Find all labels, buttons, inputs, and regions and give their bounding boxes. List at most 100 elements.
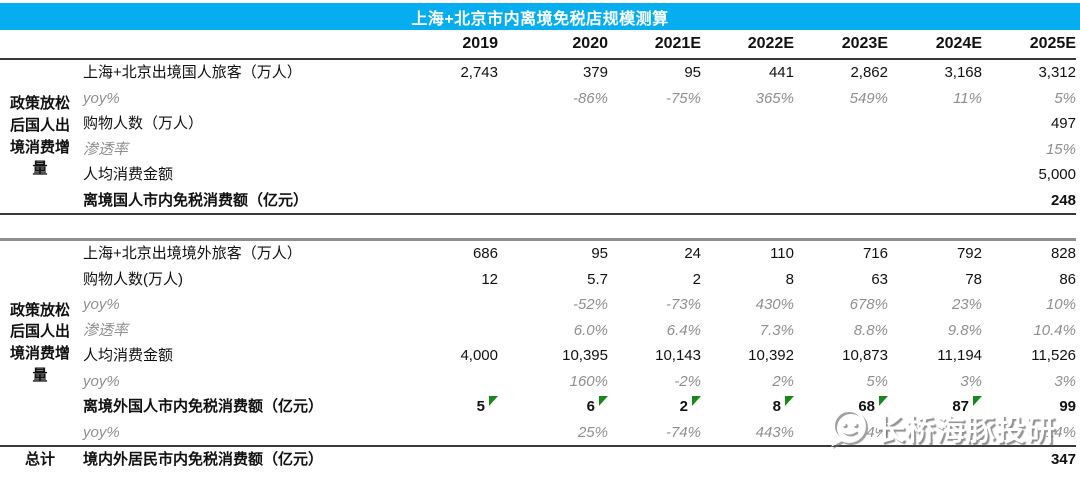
cell-value: 678% (849, 296, 888, 313)
row-label: 渗透率 (83, 140, 129, 158)
value-cell-2021E: 24 (608, 241, 701, 267)
value-cell-2025E: 497 (982, 111, 1076, 137)
value-cell-2022E (701, 188, 794, 214)
value-cell-2019: 686 (410, 241, 498, 267)
column-header-2020: 2020 (572, 35, 608, 52)
green-flag-icon (785, 396, 794, 406)
row-label: 上海+北京出境国人旅客（万人） (83, 64, 302, 81)
section-1: 政策放松后国人出境消费增量 上海+北京出境境外旅客（万人） 686 95 24 110 71… (0, 238, 1076, 445)
value-cell-2020: -86% (498, 86, 608, 112)
cell-value: 95 (591, 245, 608, 262)
header-empty-label (80, 30, 410, 58)
watermark: 长桥海豚投研 (824, 403, 1056, 453)
cell-value: 443% (755, 423, 794, 441)
value-cell-2021E: -2% (608, 369, 701, 395)
group-label: 总计 (24, 450, 55, 468)
value-cell-2023E: 10,873 (794, 343, 888, 369)
value-cell-2019 (410, 188, 498, 214)
cell-value: 2 (692, 270, 701, 288)
value-cell-2024E: 11,194 (888, 343, 982, 369)
table-body: 政策放松后国人出境消费增量 上海+北京出境国人旅客（万人） 2,743 379 95 44… (0, 60, 1080, 473)
green-flag-icon (599, 396, 608, 406)
value-cell-2020: 6.0% (498, 318, 608, 344)
row-label: yoy% (83, 89, 120, 107)
cell-value: 95 (684, 64, 701, 81)
value-cell-2020: 160% (498, 369, 608, 395)
cell-value: 160% (569, 372, 608, 390)
cell-value: 2,862 (850, 64, 888, 81)
value-cell-2021E (608, 137, 701, 163)
cell-value: 99 (1059, 398, 1076, 415)
value-cell-2020: -52% (498, 292, 608, 318)
value-cell-2025E: 248 (982, 188, 1076, 214)
cell-value: 3% (1054, 372, 1076, 390)
cell-value: 24 (684, 245, 701, 262)
value-cell-2025E: 3% (982, 369, 1076, 395)
table-title-bar: 上海+北京市内离境免税店规模测算 (0, 3, 1080, 30)
cell-value: 5% (1054, 89, 1076, 107)
value-cell-2019 (410, 420, 498, 446)
value-cell-2022E: 365% (701, 86, 794, 112)
green-flag-icon (879, 396, 888, 406)
cell-value: 2% (772, 372, 794, 390)
value-cell-2022E: 8 (701, 394, 794, 420)
value-cell-2020: 5.7 (498, 267, 608, 293)
value-cell-2020: 10,395 (498, 343, 608, 369)
cell-value: 2,743 (460, 64, 498, 81)
cell-value: 63 (871, 270, 888, 288)
value-cell-2023E: 68 (794, 394, 888, 420)
value-cell-2023E: 63 (794, 267, 888, 293)
value-cell-2023E: 716 (794, 241, 888, 267)
cell-value: -52% (572, 296, 608, 313)
value-cell-2019 (410, 447, 498, 473)
value-cell-2025E: 347 (982, 447, 1076, 473)
cell-value: 8 (772, 398, 781, 415)
cell-value: 10,873 (842, 347, 888, 364)
cell-value: 4% (866, 423, 888, 441)
cell-value: 6.0% (573, 321, 608, 339)
value-cell-2022E: 110 (701, 241, 794, 267)
section-gap (0, 215, 1080, 238)
cell-value: -75% (665, 89, 701, 107)
value-cell-2025E: 5,000 (982, 162, 1076, 188)
green-flag-icon (973, 396, 982, 406)
watermark-text: 长桥海豚投研 (876, 415, 1057, 447)
cell-value: 78 (965, 270, 982, 288)
value-cell-2024E: 3% (888, 369, 982, 395)
column-header-2025E: 2025E (1029, 35, 1076, 52)
value-cell-2022E (701, 447, 794, 473)
value-cell-2019 (410, 369, 498, 395)
value-cell-2019: 4,000 (410, 343, 498, 369)
value-cell-2020 (498, 162, 608, 188)
value-cell-2023E: 8.8% (794, 318, 888, 344)
section-2: 总计 境内外居民市内免税消费额（亿元） 347 (0, 445, 1076, 473)
cell-value: -86% (572, 89, 608, 107)
cell-value: 15% (1045, 140, 1076, 158)
row-label: 购物人数(万人) (83, 270, 183, 288)
header-empty-group (0, 30, 80, 58)
value-cell-2019 (410, 318, 498, 344)
column-header-2024E: 2024E (935, 35, 982, 52)
row-label: 离境国人市内免税消费额（亿元） (83, 191, 309, 209)
cell-value: 441 (768, 64, 794, 81)
cell-value: 25% (577, 423, 608, 441)
value-cell-2020 (498, 111, 608, 137)
cell-value: 379 (582, 64, 608, 81)
value-cell-2020: 95 (498, 241, 608, 267)
cell-value: 10,395 (562, 347, 608, 364)
value-cell-2022E (701, 111, 794, 137)
value-cell-2024E (888, 188, 982, 214)
value-cell-2021E: -75% (608, 86, 701, 112)
value-cell-2023E (794, 111, 888, 137)
value-cell-2025E: 10% (982, 292, 1076, 318)
cell-value: 248 (1050, 191, 1076, 209)
cell-value: 716 (862, 245, 888, 262)
green-flag-icon (489, 396, 498, 406)
value-cell-2019: 5 (410, 394, 498, 420)
cell-value: 9.8% (947, 321, 982, 339)
value-cell-2020 (498, 137, 608, 163)
cell-value: 497 (1050, 115, 1076, 132)
cell-value: 3,168 (944, 64, 982, 81)
value-cell-2025E: 11,526 (982, 343, 1076, 369)
row-label: 境内外居民市内免税消费额（亿元） (83, 451, 324, 468)
